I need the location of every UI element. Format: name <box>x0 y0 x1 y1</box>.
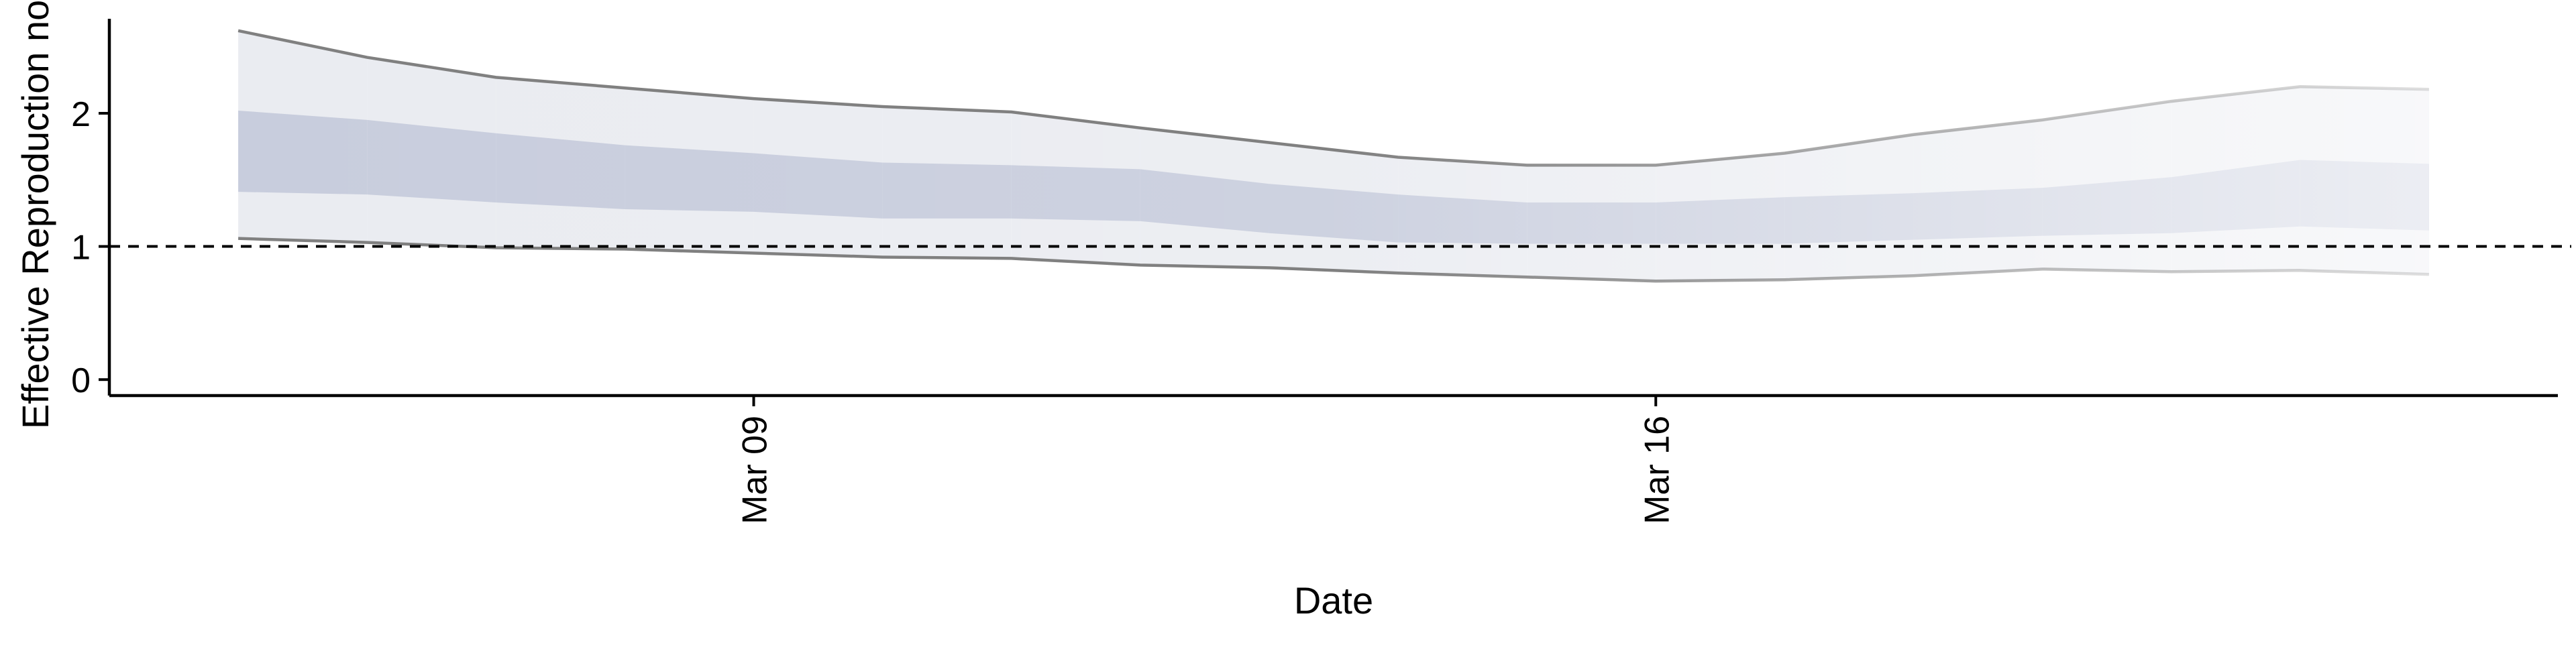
x-axis-title: Date <box>1294 579 1373 622</box>
credible-interval-bands <box>238 13 2429 396</box>
y-tick-label: 1 <box>71 229 91 268</box>
y-tick-label: 0 <box>71 361 91 400</box>
x-tick-label: Mar 16 <box>1638 416 1676 524</box>
x-axis-ticks: Mar 09 Mar 16 <box>736 396 1676 524</box>
interval-bound-lines <box>237 29 2429 283</box>
x-tick-label: Mar 09 <box>736 416 775 524</box>
y-tick-label: 2 <box>71 95 91 134</box>
y-axis-title: Effective Reproduction no. <box>14 0 56 429</box>
outer-lower-bound-line <box>238 237 2429 283</box>
recent-fade-overlay <box>238 13 2429 396</box>
outer-upper-bound-line <box>237 29 2429 167</box>
y-axis-ticks: 0 1 2 <box>71 95 109 400</box>
